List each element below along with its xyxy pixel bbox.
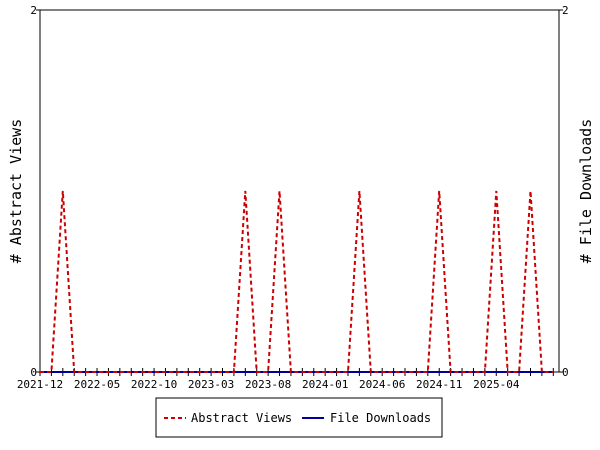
plot-area	[39, 9, 560, 373]
legend-label-file-downloads: File Downloads	[330, 411, 431, 425]
x-tick-label: 2021-12	[17, 378, 63, 391]
x-tick-label: 2025-04	[473, 378, 520, 391]
legend-label-abstract-views: Abstract Views	[191, 411, 292, 425]
series-layer	[40, 190, 554, 373]
y-axis-right-title: # File Downloads	[577, 119, 595, 264]
x-tick-label: 2024-11	[416, 378, 462, 391]
y-axis-left-title: # Abstract Views	[7, 119, 25, 264]
y-right-tick-label: 2	[562, 4, 569, 17]
y-right-tick-label: 0	[562, 366, 569, 379]
y-axis-tick-labels: 0 2 0 2	[30, 4, 568, 379]
legend-box	[155, 397, 443, 438]
y-left-tick-label: 0	[30, 366, 37, 379]
x-tick-label: 2022-05	[74, 378, 120, 391]
x-tick-label: 2023-03	[188, 378, 234, 391]
x-tick-label: 2022-10	[131, 378, 177, 391]
series-line-abstract-views	[40, 190, 554, 373]
x-tick-label: 2023-08	[245, 378, 291, 391]
x-tick-label: 2024-06	[359, 378, 405, 391]
legend: Abstract Views File Downloads	[155, 397, 443, 438]
x-axis-tick-labels: 2021-12 2022-05 2022-10 2023-03 2023-08 2024-…	[17, 378, 520, 391]
x-tick-label: 2024-01	[302, 378, 348, 391]
y-left-tick-label: 2	[30, 4, 37, 17]
